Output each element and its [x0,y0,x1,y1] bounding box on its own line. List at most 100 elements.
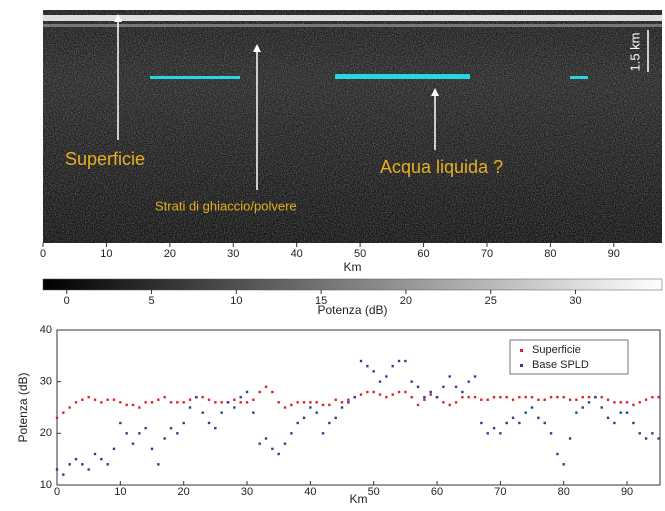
point [144,401,147,404]
point [353,395,356,399]
point [511,398,515,401]
x-tick-label: 15 [315,295,327,307]
point [423,395,426,399]
x-tick-label: 0 [64,295,70,307]
point [416,403,420,407]
point [619,401,622,404]
point [277,401,280,404]
point [112,398,116,401]
point [195,395,198,399]
point [100,401,103,404]
point [524,395,527,399]
x-tick-label: 5 [148,295,154,307]
point [461,395,464,399]
point [226,401,230,404]
x-tick-label: 80 [558,486,570,498]
point [182,401,185,404]
x-tick-label: 60 [431,486,443,498]
x-tick-label: 80 [544,248,556,260]
point [372,370,375,373]
legend-label: Superficie [532,344,581,356]
point [397,390,401,394]
point [359,393,363,396]
x-tick-label: 90 [621,486,633,498]
annotation: Acqua liquida ? [380,157,503,177]
point [556,452,559,456]
point [131,403,135,407]
surface-echo [43,15,662,21]
point [549,432,553,435]
y-axis-label: Potenza (dB) [16,372,30,442]
point [150,401,154,404]
point [397,359,401,363]
point [302,401,306,404]
basal-reflector [150,76,240,79]
point [435,395,439,399]
point [169,426,173,430]
point [442,385,445,389]
point [467,395,470,399]
point [55,468,59,471]
point [334,416,337,420]
point [492,426,496,430]
point [214,426,217,430]
annotation: Strati di ghiaccio/polvere [155,198,297,213]
point [87,468,90,471]
point [283,406,287,409]
point [556,395,559,399]
point [87,395,90,399]
point [201,395,204,399]
point [309,406,312,409]
point [138,406,141,409]
point [391,393,394,396]
x-axis-label: Potenza (dB) [317,303,387,317]
point [302,416,306,420]
x-tick-label: 30 [241,486,253,498]
point [518,421,521,425]
point [74,457,78,461]
point [169,401,173,404]
point [68,463,71,466]
point [568,437,572,440]
point [239,401,242,404]
point [264,385,268,389]
y-tick-label: 40 [40,324,52,336]
x-tick-label: 25 [485,295,497,307]
point [454,401,458,404]
point [473,375,477,378]
point [632,421,635,425]
point [271,390,274,394]
point [448,375,451,378]
x-tick-label: 50 [354,248,366,260]
x-tick-label: 0 [40,248,46,260]
point [201,411,204,414]
point [157,463,160,466]
point [328,421,331,425]
point [543,421,546,425]
point [568,398,572,401]
point [429,390,432,394]
point [537,416,540,420]
point [315,401,318,404]
point [448,403,451,407]
x-tick-label: 30 [227,248,239,260]
point [657,395,660,399]
point [632,403,635,407]
point [625,401,629,404]
point [511,416,515,420]
point [119,401,122,404]
point [125,403,128,407]
point [340,406,344,409]
point [347,398,350,401]
point [644,398,648,401]
point [391,364,394,368]
point [600,406,603,409]
y-tick-label: 30 [40,376,52,388]
point [429,393,432,396]
point [328,403,331,407]
point [138,432,141,435]
point [575,398,578,401]
point [93,452,97,456]
point [207,421,211,425]
